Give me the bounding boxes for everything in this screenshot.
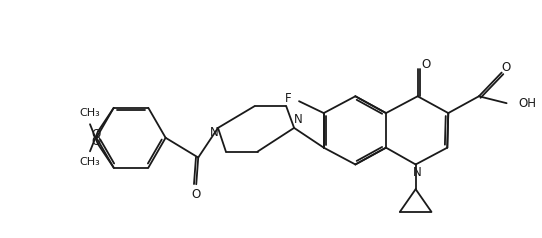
Text: O: O bbox=[192, 188, 201, 201]
Text: N: N bbox=[294, 114, 302, 126]
Text: N: N bbox=[210, 126, 218, 139]
Text: CH₃: CH₃ bbox=[80, 157, 100, 167]
Text: O: O bbox=[501, 61, 510, 74]
Text: O: O bbox=[91, 135, 101, 148]
Text: F: F bbox=[285, 92, 291, 105]
Text: CH₃: CH₃ bbox=[80, 108, 100, 118]
Text: O: O bbox=[91, 128, 101, 141]
Text: O: O bbox=[421, 58, 430, 71]
Text: N: N bbox=[413, 166, 422, 179]
Text: OH: OH bbox=[519, 97, 537, 110]
